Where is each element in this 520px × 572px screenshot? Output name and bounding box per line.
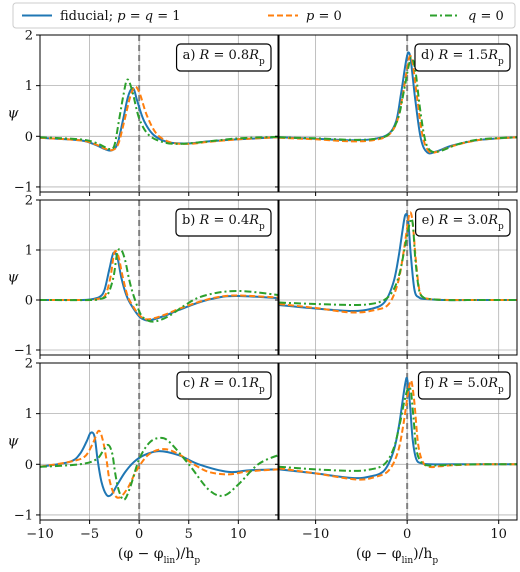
panel-label: e) R = 3.0Rp <box>422 213 504 232</box>
y-axis-label: ψ <box>8 434 20 450</box>
panel-0: −1 0 1 2 ψ a) R = 0.8Rp <box>8 29 279 196</box>
panel-5: −10 0 10 f) R = 5.0Rp <box>275 362 518 542</box>
legend-label-1: p = 0 <box>306 9 342 24</box>
x-tick-label: −10 <box>26 527 53 542</box>
x-tick-label: 10 <box>230 527 247 542</box>
legend: fiducial; p = q = 1 p = 0 q = 0 <box>12 2 516 29</box>
panel-label-box <box>175 208 272 237</box>
panel-label: f) R = 5.0Rp <box>425 376 505 395</box>
y-tick-label: 2 <box>25 29 33 44</box>
panel-label-box <box>176 371 272 400</box>
y-tick-label: 1 <box>25 407 33 422</box>
series-line-0 <box>40 251 278 322</box>
panel-frame <box>278 34 518 193</box>
panel-1: −1 0 1 2 ψ b) R = 0.4Rp <box>8 194 279 359</box>
x-tick-label: 5 <box>185 527 193 542</box>
x-tick-label: 10 <box>490 527 507 542</box>
panel-frame <box>39 199 279 356</box>
x-tick-label: 0 <box>135 527 143 542</box>
y-tick-label: 0 <box>25 458 33 473</box>
x-axis-label-left: (φ − φlin)/hp <box>118 546 201 566</box>
series-line-2 <box>40 436 278 501</box>
y-tick-label: −1 <box>14 344 33 359</box>
panel-3: d) R = 1.5Rp <box>275 34 518 196</box>
series-line-2 <box>40 247 278 323</box>
x-tick-label: 0 <box>403 527 411 542</box>
panel-frame <box>39 34 279 193</box>
series-line-1 <box>40 250 278 321</box>
panel-label-box <box>414 43 511 72</box>
y-tick-label: 0 <box>25 294 33 309</box>
y-axis-label: ψ <box>8 106 20 122</box>
series-line-2 <box>279 386 517 472</box>
legend-label-0: fiducial; p = q = 1 <box>60 9 181 24</box>
series-line-1 <box>40 85 278 152</box>
series-line-0 <box>40 87 278 152</box>
y-tick-label: −1 <box>14 180 33 195</box>
y-tick-label: 0 <box>25 130 33 145</box>
x-tick-label: −10 <box>302 527 329 542</box>
panel-label-box <box>175 43 272 72</box>
panel-label: a) R = 0.8Rp <box>183 48 265 67</box>
y-tick-label: 2 <box>25 194 33 209</box>
y-tick-label: 2 <box>25 357 33 372</box>
y-tick-label: 1 <box>25 244 33 259</box>
series-line-0 <box>279 376 517 480</box>
series-line-2 <box>40 78 278 151</box>
panel-label: d) R = 1.5Rp <box>421 48 504 67</box>
y-tick-label: −1 <box>14 508 33 523</box>
panel-frame <box>39 362 279 521</box>
panel-label: b) R = 0.4Rp <box>182 213 265 232</box>
series-line-1 <box>40 429 278 499</box>
series-line-2 <box>279 56 517 154</box>
legend-box <box>12 2 516 29</box>
legend-label-2: q = 0 <box>468 9 504 24</box>
y-tick-label: 1 <box>25 79 33 94</box>
panel-frame <box>278 362 518 521</box>
y-axis-label: ψ <box>8 270 20 286</box>
panel-label-box <box>415 208 511 237</box>
x-tick-label: −5 <box>80 527 99 542</box>
panel-4: e) R = 3.0Rp <box>275 199 518 359</box>
panel-frame <box>278 199 518 356</box>
panel-label: c) R = 0.1Rp <box>183 376 265 395</box>
panel-label-box <box>417 371 511 400</box>
x-axis-label-right: (φ − φlin)/hp <box>356 546 439 566</box>
series-line-0 <box>40 431 278 498</box>
